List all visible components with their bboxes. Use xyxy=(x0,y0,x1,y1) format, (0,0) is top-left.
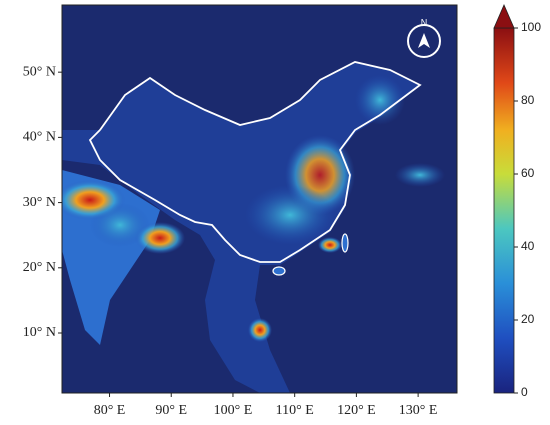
colorbar-extend xyxy=(493,3,515,29)
y-tick-label: 10° N xyxy=(23,325,56,340)
colorbar-bar xyxy=(493,27,515,394)
colorbar-tick-label: 80 xyxy=(521,93,535,107)
y-tick-label: 50° N xyxy=(23,64,56,79)
x-tick-label: 110° E xyxy=(276,403,314,418)
y-tick-label: 40° N xyxy=(23,130,56,145)
x-tick-label: 130° E xyxy=(399,403,438,418)
x-tick-label: 80° E xyxy=(94,403,126,418)
china-border xyxy=(88,61,422,263)
north-label: N xyxy=(421,17,428,27)
hotspot xyxy=(245,185,335,245)
hotspot xyxy=(90,203,150,247)
x-tick-label: 100° E xyxy=(214,403,253,418)
taiwan xyxy=(341,233,349,253)
hotspot xyxy=(248,318,272,342)
colorbar-tick-label: 100 xyxy=(521,20,541,34)
north-circle xyxy=(407,24,441,58)
y-tick-label: 20° N xyxy=(23,260,56,275)
north-arrow-head xyxy=(418,33,430,48)
colorbar-tick-label: 20 xyxy=(521,312,535,326)
colorbar xyxy=(493,3,515,394)
hotspot xyxy=(318,237,342,253)
hainan xyxy=(272,266,286,276)
hotspot xyxy=(355,75,405,125)
colorbar-tick-label: 60 xyxy=(521,166,535,180)
colorbar-tick-label: 0 xyxy=(521,385,528,399)
north-arrow: N xyxy=(407,17,441,58)
colorbar-tick-label: 40 xyxy=(521,239,535,253)
hotspot xyxy=(395,163,445,187)
y-tick-label: 30° N xyxy=(23,195,56,210)
map-frame xyxy=(61,4,458,394)
map xyxy=(62,5,457,393)
x-tick-label: 90° E xyxy=(155,403,187,418)
x-tick-label: 120° E xyxy=(337,403,376,418)
